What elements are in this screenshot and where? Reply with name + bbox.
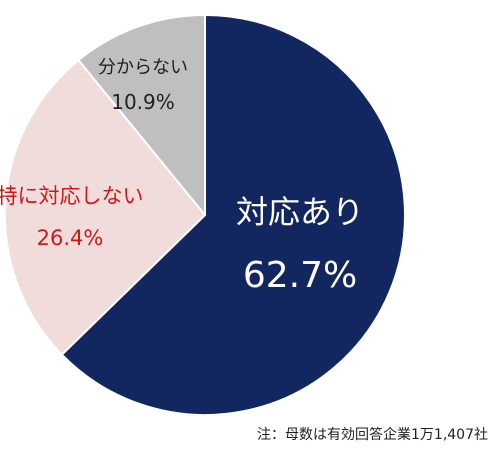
slices-layer — [4, 14, 406, 416]
slice-value-wakaranai: 10.9% — [111, 90, 175, 114]
slice-value-taiou-ari: 62.7% — [243, 255, 357, 296]
slice-value-tokuni-taiou-shinai: 26.4% — [37, 226, 104, 250]
footnote: 注：母数は有効回答企業1万1,407社 — [257, 427, 488, 443]
slice-label-taiou-ari: 対応あり — [236, 193, 364, 231]
labels-layer: 対応あり 62.7% 特に対応しない 26.4% 分からない 10.9% — [0, 57, 364, 296]
slice-label-wakaranai: 分からない — [98, 57, 188, 78]
slice-wakaranai — [77, 14, 206, 216]
slice-taiou-ari — [60, 14, 406, 416]
slice-tokuni-taiou-shinai — [4, 59, 206, 356]
slice-label-tokuni-taiou-shinai: 特に対応しない — [0, 184, 144, 208]
